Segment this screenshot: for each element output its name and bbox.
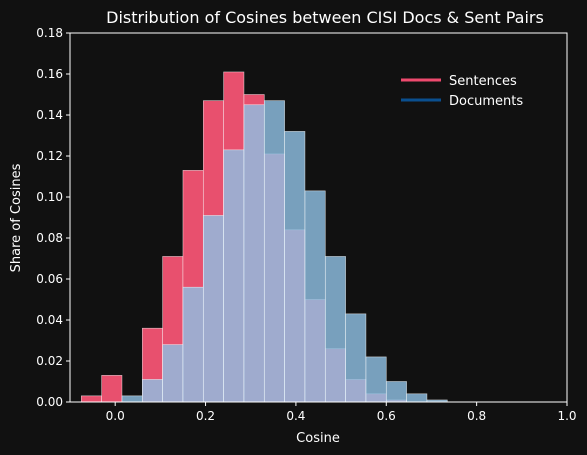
x-tick-label: 0.6 [377,409,396,423]
bar-sentences-0 [81,395,102,403]
bar-documents-1 [141,379,163,403]
legend: Sentences Documents [401,74,523,109]
series-documents [121,100,448,403]
bar-documents-4 [202,215,224,403]
bar-documents-0 [121,395,143,403]
x-tick-label: 0.0 [106,409,125,423]
x-tick-label: 0.2 [196,409,215,423]
bar-documents-2 [162,344,184,403]
ticks-layer: 0.0 0.2 0.4 0.6 0.8 1.0 0.00 0.02 0.04 0.06 0.08 0.… [36,26,576,423]
plot-frame [69,32,568,403]
y-tick-label: 0.04 [36,313,63,327]
bar-documents-10 [324,256,346,403]
legend-label-sentences: Sentences [449,74,517,89]
x-axis-label: Cosine [296,431,340,446]
y-tick-label: 0.16 [36,67,63,81]
bars-layer [81,71,448,403]
y-tick-label: 0.06 [36,272,63,286]
y-tick-label: 0.08 [36,231,63,245]
bar-documents-7 [263,100,285,403]
bar-documents-6 [243,104,265,403]
chart-title: Distribution of Cosines between CISI Doc… [106,8,544,27]
bar-documents-3 [182,286,204,403]
y-tick-label: 0.10 [36,190,63,204]
bar-documents-5 [223,149,245,403]
y-tick-label: 0.14 [36,108,63,122]
y-tick-label: 0.12 [36,149,63,163]
x-tick-label: 0.4 [286,409,305,423]
bar-documents-14 [406,393,428,403]
y-axis-label: Share of Cosines [9,163,24,272]
bar-sentences-1 [101,375,123,403]
y-tick-label: 0.02 [36,354,63,368]
x-tick-label: 1.0 [557,409,576,423]
bar-documents-9 [304,190,326,403]
bar-documents-8 [284,131,306,403]
legend-label-documents: Documents [449,94,523,109]
x-tick-label: 0.8 [467,409,486,423]
y-tick-label: 0.00 [36,395,63,409]
bar-documents-11 [345,313,367,403]
bar-documents-12 [365,356,387,403]
bar-documents-13 [385,381,407,403]
y-tick-label: 0.18 [36,26,63,40]
